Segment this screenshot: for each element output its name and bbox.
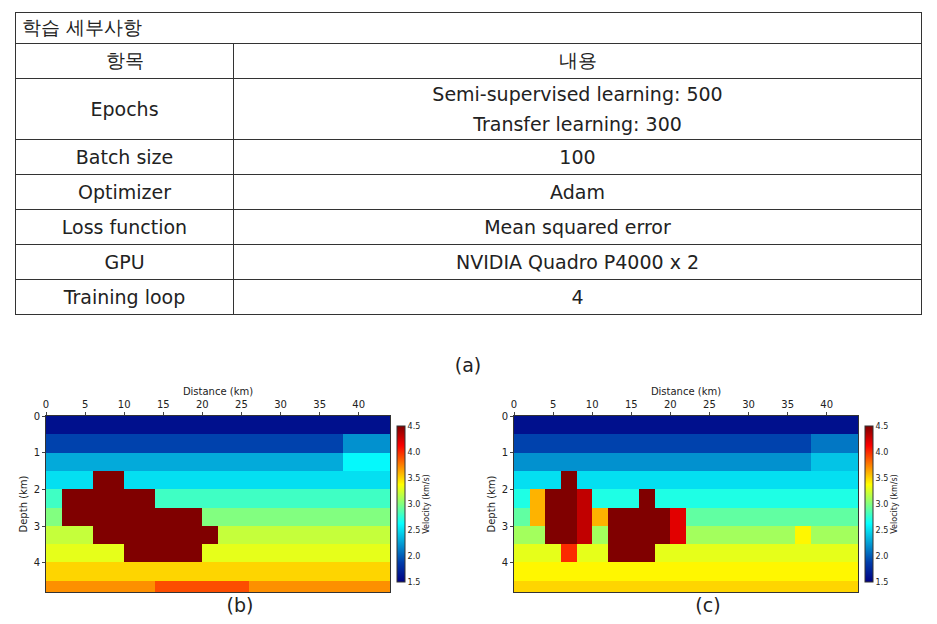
html-text:4: 4 — [571, 286, 584, 308]
svg-text:20: 20 — [196, 399, 209, 410]
svg-text:25: 25 — [703, 399, 716, 410]
svg-text:1: 1 — [502, 447, 508, 458]
svg-text:15: 15 — [625, 399, 638, 410]
html-text:(a): (a) — [454, 354, 482, 376]
svg-text:0: 0 — [34, 411, 40, 422]
svg-text:25: 25 — [235, 399, 248, 410]
svg-text:35: 35 — [781, 399, 794, 410]
svg-text:3.0: 3.0 — [876, 500, 889, 509]
svg-text:2.0: 2.0 — [408, 552, 421, 561]
svg-text:35: 35 — [313, 399, 326, 410]
svg-text:4.0: 4.0 — [408, 448, 421, 457]
svg-text:5: 5 — [550, 399, 556, 410]
svg-text:4.0: 4.0 — [876, 448, 889, 457]
html-text:Batch size: Batch size — [75, 146, 174, 168]
svg-text:2.5: 2.5 — [876, 526, 889, 535]
html-text:내용: 내용 — [558, 49, 597, 71]
svg-text:2.0: 2.0 — [876, 552, 889, 561]
svg-text:10: 10 — [586, 399, 599, 410]
svg-text:1.5: 1.5 — [408, 578, 421, 587]
svg-text:15: 15 — [157, 399, 170, 410]
svg-text:40: 40 — [352, 399, 365, 410]
html-text:Training loop: Training loop — [63, 286, 186, 308]
svg-text:4.5: 4.5 — [876, 422, 889, 431]
svg-text:Velocity (km/s): Velocity (km/s) — [422, 474, 431, 533]
html-text:Transfer learning: 300: Transfer learning: 300 — [473, 113, 682, 135]
svg-text:40: 40 — [820, 399, 833, 410]
html-text:100: 100 — [559, 146, 596, 168]
svg-text:1: 1 — [34, 447, 40, 458]
html-text:Adam: Adam — [550, 181, 605, 203]
svg-text:3.5: 3.5 — [408, 474, 421, 483]
svg-text:Depth (km): Depth (km) — [18, 475, 29, 532]
svg-text:4.5: 4.5 — [408, 422, 421, 431]
svg-text:5: 5 — [82, 399, 88, 410]
svg-text:3.0: 3.0 — [408, 500, 421, 509]
svg-text:1.5: 1.5 — [876, 578, 889, 587]
html-text:항목: 항목 — [105, 49, 144, 71]
svg-text:2.5: 2.5 — [408, 526, 421, 535]
svg-text:2: 2 — [34, 484, 40, 495]
html-text:(b): (b) — [226, 594, 254, 616]
svg-text:4: 4 — [502, 557, 508, 568]
html-text:학습 세부사항: 학습 세부사항 — [22, 16, 142, 38]
html-text:Mean squared error: Mean squared error — [484, 216, 671, 238]
html-text:Semi-supervised learning: 500: Semi-supervised learning: 500 — [432, 83, 723, 105]
html-text:(c): (c) — [695, 594, 721, 616]
svg-text:Velocity (km/s): Velocity (km/s) — [890, 474, 899, 533]
svg-text:30: 30 — [742, 399, 755, 410]
svg-text:4: 4 — [34, 557, 40, 568]
svg-text:3.5: 3.5 — [876, 474, 889, 483]
svg-text:0: 0 — [502, 411, 508, 422]
html-text:Optimizer: Optimizer — [78, 181, 171, 203]
html-text:Epochs: Epochs — [90, 98, 159, 120]
html-text:Loss function: Loss function — [61, 216, 188, 238]
svg-text:20: 20 — [664, 399, 677, 410]
html-text:GPU: GPU — [104, 251, 145, 273]
svg-text:0: 0 — [43, 399, 49, 410]
svg-text:10: 10 — [118, 399, 131, 410]
html-text:NVIDIA Quadro P4000 x 2: NVIDIA Quadro P4000 x 2 — [456, 251, 699, 273]
svg-text:Distance (km): Distance (km) — [183, 386, 253, 397]
svg-text:Distance (km): Distance (km) — [651, 386, 721, 397]
svg-text:0: 0 — [511, 399, 517, 410]
svg-text:2: 2 — [502, 484, 508, 495]
svg-text:30: 30 — [274, 399, 287, 410]
svg-text:3: 3 — [34, 521, 40, 532]
svg-text:Depth (km): Depth (km) — [486, 475, 497, 532]
svg-text:3: 3 — [502, 521, 508, 532]
